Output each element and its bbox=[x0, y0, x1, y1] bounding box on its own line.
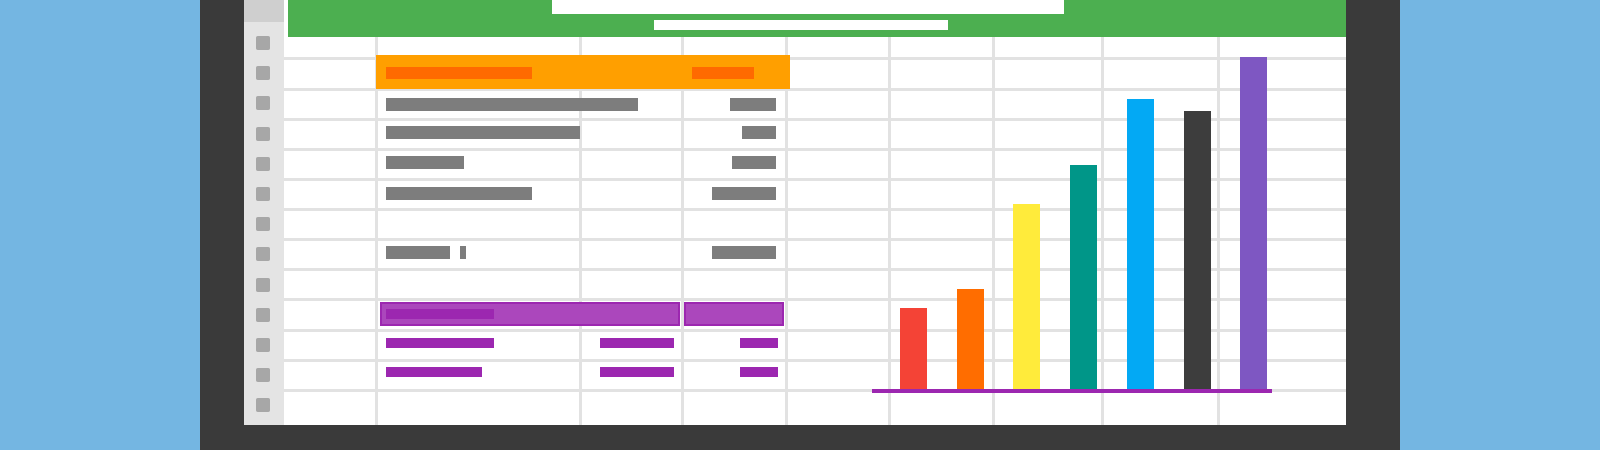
table-row-label[interactable] bbox=[386, 156, 464, 169]
chart-bar bbox=[1127, 99, 1154, 389]
row-number-handle[interactable] bbox=[256, 217, 270, 231]
row-gridline bbox=[284, 389, 1346, 392]
column-gridline bbox=[1101, 37, 1104, 425]
table-row-value[interactable] bbox=[742, 126, 776, 139]
table-row-value[interactable] bbox=[732, 156, 776, 169]
row-gridline bbox=[284, 329, 1346, 332]
table-row-value[interactable] bbox=[730, 98, 776, 111]
row-gridline bbox=[284, 178, 1346, 181]
table-header-label bbox=[386, 67, 532, 79]
summary-header-value bbox=[684, 302, 784, 326]
row-gridline bbox=[284, 298, 1346, 301]
summary-row-mid[interactable] bbox=[600, 367, 674, 377]
column-gridline bbox=[888, 37, 891, 425]
row-gridline bbox=[284, 359, 1346, 362]
column-gridline bbox=[1217, 37, 1220, 425]
summary-row-label[interactable] bbox=[386, 367, 482, 377]
monitor-bezel bbox=[200, 0, 1400, 450]
chart-bar bbox=[1240, 57, 1267, 389]
table-row-value[interactable] bbox=[712, 187, 776, 200]
sheet-title-bar bbox=[288, 0, 1346, 37]
select-all-corner[interactable] bbox=[244, 0, 284, 22]
summary-row-value[interactable] bbox=[740, 338, 778, 348]
summary-row-value[interactable] bbox=[740, 367, 778, 377]
row-gridline bbox=[284, 88, 1346, 91]
chart-x-axis-line bbox=[872, 389, 1272, 393]
chart-bar bbox=[1070, 165, 1097, 389]
chart-bar bbox=[900, 308, 927, 389]
row-number-handle[interactable] bbox=[256, 187, 270, 201]
table-row-label[interactable] bbox=[386, 246, 450, 259]
table-row-value[interactable] bbox=[712, 246, 776, 259]
column-gridline bbox=[681, 37, 684, 425]
row-gridline bbox=[284, 148, 1346, 151]
table-row-label[interactable] bbox=[386, 126, 580, 139]
summary-row-mid[interactable] bbox=[600, 338, 674, 348]
chart-bar bbox=[1184, 111, 1211, 389]
row-number-handle[interactable] bbox=[256, 278, 270, 292]
column-gridline bbox=[992, 37, 995, 425]
column-gridline bbox=[375, 37, 378, 425]
row-gridline bbox=[284, 208, 1346, 211]
title-placeholder-line bbox=[552, 0, 1064, 14]
row-number-handle[interactable] bbox=[256, 368, 270, 382]
subtitle-placeholder-line bbox=[654, 20, 948, 30]
row-gridline bbox=[284, 268, 1346, 271]
table-header-value-label bbox=[692, 67, 754, 79]
row-number-handle[interactable] bbox=[256, 308, 270, 322]
row-gridline bbox=[284, 57, 1346, 60]
row-number-handle[interactable] bbox=[256, 398, 270, 412]
row-number-handle[interactable] bbox=[256, 127, 270, 141]
table-row-label[interactable] bbox=[386, 98, 638, 111]
spreadsheet-screen bbox=[244, 0, 1346, 425]
row-gridline bbox=[284, 118, 1346, 121]
table-row-marker bbox=[460, 246, 466, 259]
row-gridline bbox=[284, 238, 1346, 241]
table-row-label[interactable] bbox=[386, 187, 532, 200]
column-gridline bbox=[579, 37, 582, 425]
summary-row-label[interactable] bbox=[386, 338, 494, 348]
row-number-handle[interactable] bbox=[256, 96, 270, 110]
summary-header-label bbox=[386, 309, 494, 319]
row-number-handle[interactable] bbox=[256, 36, 270, 50]
chart-bar bbox=[957, 289, 984, 389]
row-number-handle[interactable] bbox=[256, 66, 270, 80]
chart-bar bbox=[1013, 204, 1040, 389]
column-gridline bbox=[785, 37, 788, 425]
row-number-handle[interactable] bbox=[256, 157, 270, 171]
row-number-handle[interactable] bbox=[256, 338, 270, 352]
row-header-column bbox=[244, 0, 284, 425]
row-number-handle[interactable] bbox=[256, 247, 270, 261]
